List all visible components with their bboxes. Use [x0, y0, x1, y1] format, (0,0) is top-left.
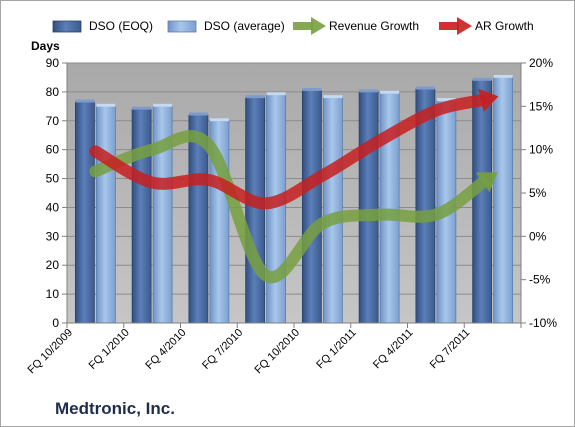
y-tick-label: 30 [46, 229, 60, 243]
legend-arrow-revenue-growth [311, 17, 326, 35]
legend-arrow-ar-growth [457, 17, 472, 35]
y2-tick-label: -10% [529, 316, 557, 330]
bar-dso-average [95, 105, 116, 324]
y-tick-label: 10 [46, 287, 60, 301]
bar-dso-average [322, 97, 343, 324]
bar-top [323, 95, 343, 99]
x-tick-label: FQ 7/2011 [428, 327, 473, 372]
ar-growth-arrowhead [478, 88, 499, 113]
legend-label-revenue-growth: Revenue Growth [329, 19, 419, 33]
y-tick-label: 90 [46, 56, 60, 70]
bar-top [75, 99, 95, 103]
y-tick-label: 60 [46, 143, 60, 157]
revenue-growth-line [89, 130, 489, 284]
bar-top [209, 118, 229, 122]
x-tick-label: FQ 1/2011 [314, 327, 359, 372]
bar-dso-average [493, 77, 514, 324]
x-tick-label: FQ 10/2009 [26, 327, 76, 377]
company-name: Medtronic, Inc. [55, 399, 175, 418]
x-tick-label: FQ 1/2010 [87, 327, 132, 372]
legend-swatch-dso-average- [167, 20, 197, 33]
y-tick-label: 50 [46, 172, 60, 186]
bar-top [153, 103, 173, 107]
bar-top [436, 98, 456, 102]
y2-tick-label: 0% [529, 229, 547, 243]
bar-top [188, 112, 208, 116]
x-tick-label: FQ 7/2010 [200, 327, 245, 372]
legend-label-ar-growth: AR Growth [475, 19, 534, 33]
bar-top [415, 86, 435, 90]
revenue-growth-arrowhead [475, 172, 498, 193]
y2-tick-label: 20% [529, 56, 553, 70]
bar-top [132, 106, 152, 110]
y-tick-label: 80 [46, 85, 60, 99]
bar-dso-eoq [131, 108, 152, 324]
bar-top [380, 90, 400, 94]
legend-label-dso-average-: DSO (average) [204, 19, 285, 33]
y-tick-label: 70 [46, 114, 60, 128]
y-tick-label: 20 [46, 258, 60, 272]
bar-top [302, 87, 322, 91]
bar-top [472, 77, 492, 81]
legend-label-dso-eoq-: DSO (EOQ) [89, 19, 153, 33]
x-tick-label: FQ 4/2011 [371, 327, 416, 372]
y2-tick-label: 15% [529, 99, 553, 113]
y2-tick-label: 10% [529, 143, 553, 157]
y2-tick-label: 5% [529, 186, 547, 200]
y-tick-label: 0 [52, 316, 59, 330]
bar-dso-eoq [245, 97, 266, 324]
bar-dso-eoq [358, 91, 379, 324]
bar-top [266, 92, 286, 96]
bar-top [245, 95, 265, 99]
ar-growth-line [89, 94, 487, 210]
bar-top [493, 74, 513, 78]
bar-dso-eoq [472, 79, 493, 324]
x-tick-label: FQ 10/2010 [253, 327, 303, 377]
x-tick-label: FQ 4/2010 [143, 327, 188, 372]
bar-dso-eoq [301, 90, 322, 324]
y-tick-label: 40 [46, 200, 60, 214]
bar-top [359, 89, 379, 93]
bar-dso-eoq [74, 101, 95, 324]
y2-tick-label: -5% [529, 273, 551, 287]
legend-swatch-dso-eoq- [52, 20, 82, 33]
bar-top [96, 103, 116, 107]
y-axis-label: Days [31, 39, 60, 53]
